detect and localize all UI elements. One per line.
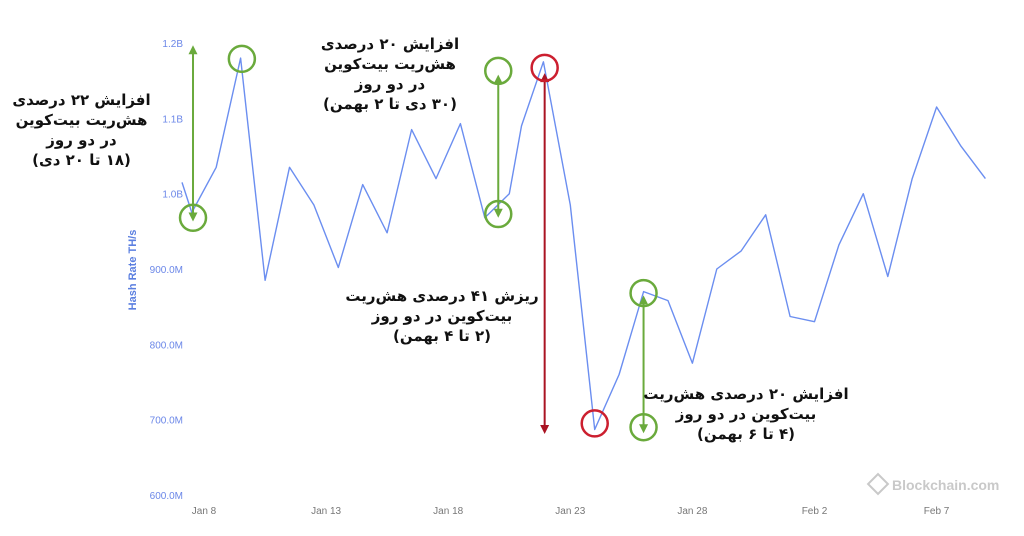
highlight-circle-marker xyxy=(484,56,513,86)
y-axis-ticks: 1.2B 1.1B 1.0B 900.0M 800.0M 700.0M 600.0M xyxy=(150,39,184,502)
arrow-head xyxy=(493,74,503,84)
highlight-circle-marker xyxy=(178,203,208,233)
y-tick-label: 1.0B xyxy=(162,190,183,201)
x-axis-ticks: Jan 8 Jan 13 Jan 18 Jan 23 Jan 28 Feb 2 Feb 7 xyxy=(192,506,950,517)
x-tick-label: Jan 23 xyxy=(555,506,585,517)
y-tick-label: 800.0M xyxy=(150,340,183,351)
arrow-head xyxy=(188,212,198,222)
watermark: Blockchain.com xyxy=(866,472,1000,496)
arrow-head xyxy=(493,208,503,218)
x-tick-label: Jan 28 xyxy=(677,506,707,517)
highlight-circle-marker xyxy=(227,44,257,74)
y-tick-label: 700.0M xyxy=(150,416,183,427)
blockchain-logo-icon xyxy=(866,472,890,496)
x-tick-label: Feb 7 xyxy=(924,506,950,517)
highlight-circle-marker xyxy=(484,199,513,229)
hash-rate-line xyxy=(181,57,986,431)
y-tick-label: 900.0M xyxy=(150,265,183,276)
arrow-head xyxy=(639,295,649,305)
x-tick-label: Jan 18 xyxy=(433,506,463,517)
annotation-rise-20-b: افزایش ۲۰ درصدی هش‌ریت بیت‌کوین در دو رو… xyxy=(643,385,849,443)
watermark-text: Blockchain.com xyxy=(892,477,1000,493)
y-tick-label: 600.0M xyxy=(150,491,183,502)
x-tick-label: Jan 13 xyxy=(311,506,341,517)
highlight-circle-marker xyxy=(629,412,658,442)
y-tick-label: 1.1B xyxy=(162,114,183,125)
annotation-drop-41: ریزش ۴۱ درصدی هش‌ریت بیت‌کوین در دو روز … xyxy=(345,287,539,345)
annotation-rise-20-a: افزایش ۲۰ درصدی هش‌ریت بیت‌کوین در دو رو… xyxy=(320,35,460,113)
arrow-head xyxy=(639,424,649,434)
y-axis-label: Hash Rate TH/s xyxy=(127,230,139,311)
y-tick-label: 1.2B xyxy=(162,39,183,50)
markers-group xyxy=(178,44,658,442)
arrows-group xyxy=(188,45,649,434)
highlight-circle-marker xyxy=(580,409,609,438)
x-tick-label: Feb 2 xyxy=(802,506,828,517)
x-tick-label: Jan 8 xyxy=(192,506,217,517)
annotation-rise-22: افزایش ۲۲ درصدی هش‌ریت بیت‌کوین در دو رو… xyxy=(12,91,151,169)
arrow-head xyxy=(188,45,198,55)
series-group xyxy=(181,57,986,431)
highlight-circle-marker xyxy=(530,53,559,83)
highlight-circle-marker xyxy=(629,278,658,308)
arrow-head xyxy=(540,424,550,434)
